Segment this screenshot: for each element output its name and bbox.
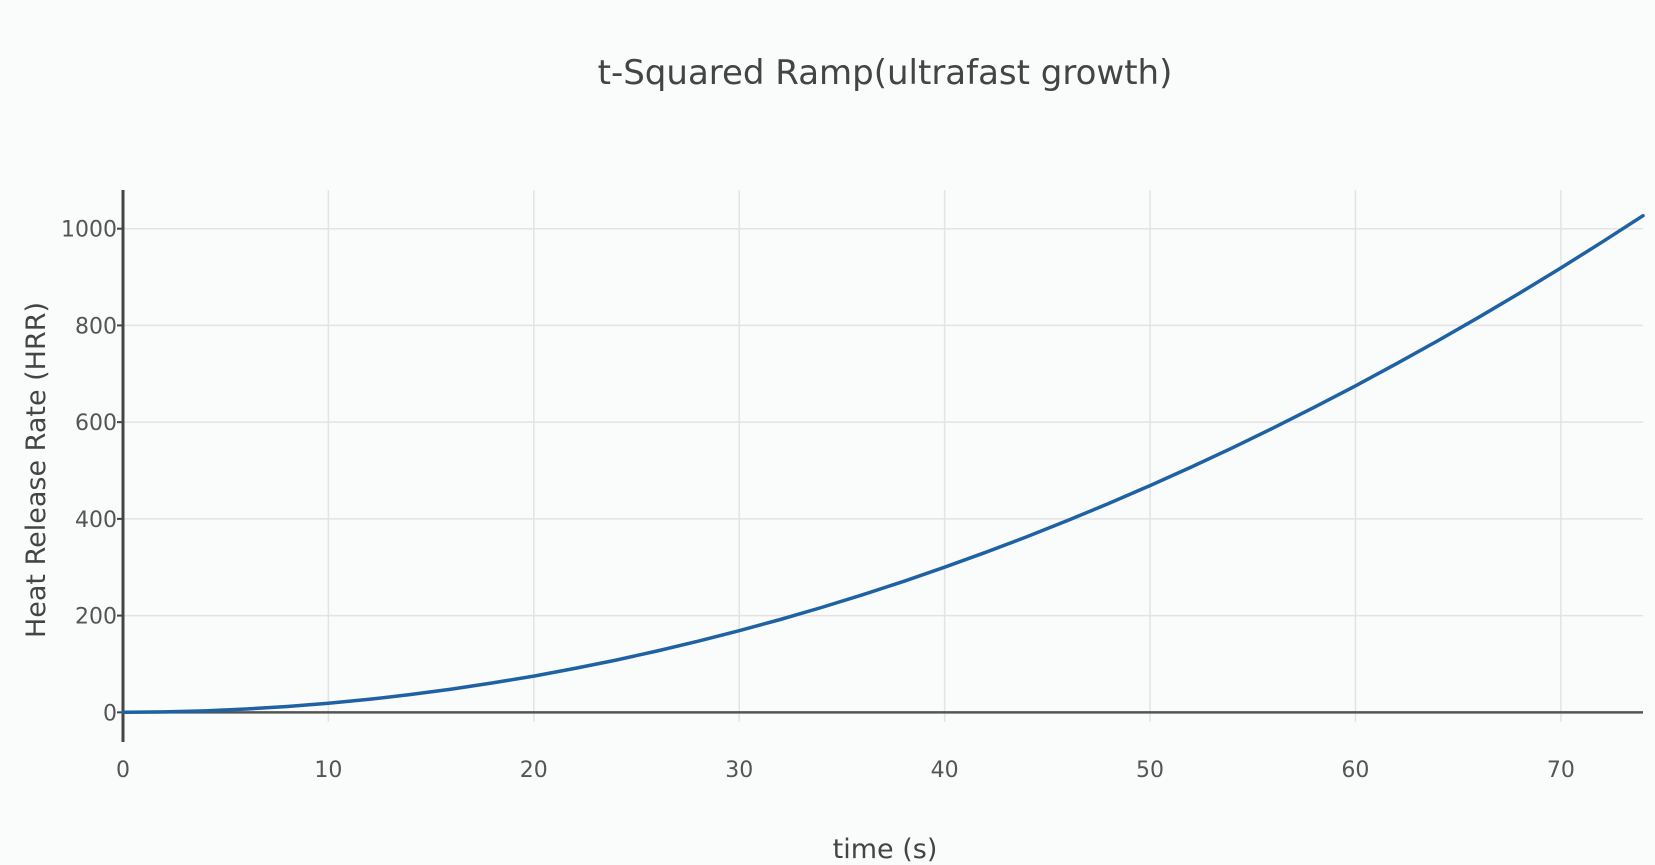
x-tick-label-5: 50 (1136, 758, 1164, 783)
y-axis-title: Heat Release Rate (HRR) (21, 302, 52, 638)
chart-title: t-Squared Ramp(ultrafast growth) (598, 53, 1173, 93)
x-axis-ticks: 0 10 20 30 40 50 60 70 (116, 758, 1575, 783)
grid (123, 190, 1643, 722)
x-axis-title: time (s) (833, 834, 938, 865)
y-tick-label-0: 0 (103, 701, 117, 726)
y-tick-label-2: 400 (75, 508, 117, 533)
y-tick-label-3: 600 (75, 411, 117, 436)
axes (121, 190, 1643, 742)
x-tick-label-3: 30 (725, 758, 753, 783)
y-axis-ticks: 0 200 400 600 800 1000 (61, 218, 123, 726)
x-tick-label-7: 70 (1547, 758, 1575, 783)
x-tick-label-1: 10 (314, 758, 342, 783)
y-tick-label-5: 1000 (61, 218, 117, 243)
x-tick-label-2: 20 (520, 758, 548, 783)
y-tick-label-1: 200 (75, 605, 117, 630)
y-tick-label-4: 800 (75, 314, 117, 339)
x-tick-label-6: 60 (1341, 758, 1369, 783)
series-line-hrr (121, 213, 1645, 715)
x-tick-label-0: 0 (116, 758, 130, 783)
series (121, 213, 1645, 715)
x-tick-label-4: 40 (931, 758, 959, 783)
